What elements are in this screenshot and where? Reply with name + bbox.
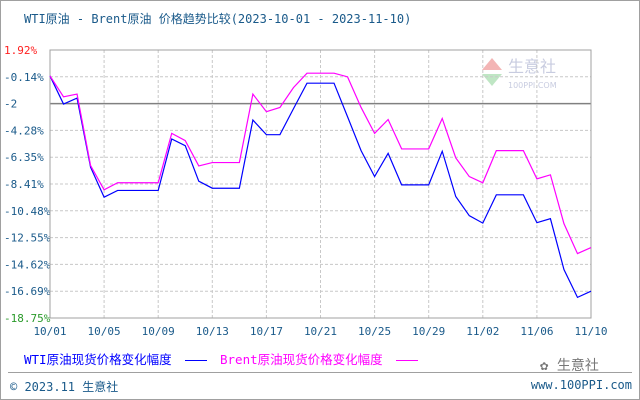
y-tick-label: -4.28% bbox=[4, 124, 44, 137]
x-tick-label: 11/02 bbox=[466, 325, 499, 338]
x-tick-label: 10/01 bbox=[33, 325, 66, 338]
legend-wti-label: WTI原油现货价格变化幅度 bbox=[24, 352, 172, 367]
plot-border bbox=[49, 49, 592, 319]
x-tick-label: 11/06 bbox=[520, 325, 553, 338]
legend-wti: WTI原油现货价格变化幅度 bbox=[24, 349, 208, 368]
watermark-logo: 生意社 100PPI.COM bbox=[482, 57, 557, 90]
logo-icon-bottom bbox=[482, 74, 502, 86]
x-tick-label: 11/10 bbox=[574, 325, 607, 338]
x-tick-label: 10/17 bbox=[250, 325, 283, 338]
logo-icon bbox=[482, 58, 502, 70]
x-tick-label: 10/05 bbox=[88, 325, 121, 338]
y-tick-label: -8.41% bbox=[4, 178, 44, 191]
y-tick-label: -2 bbox=[4, 98, 17, 111]
watermark-site: 100PPI.COM bbox=[508, 81, 557, 90]
series-line-brent bbox=[49, 72, 592, 255]
y-tick-label: -10.48% bbox=[4, 205, 51, 218]
y-tick-label: -0.14% bbox=[4, 71, 44, 84]
x-tick-label: 10/29 bbox=[412, 325, 445, 338]
footer-divider bbox=[8, 372, 632, 373]
legend-brent-swatch bbox=[396, 360, 419, 361]
x-tick-label: 10/09 bbox=[142, 325, 175, 338]
y-tick-label: -18.75% bbox=[4, 312, 51, 325]
wechat-watermark: ✿ 生意社 bbox=[540, 355, 599, 375]
y-tick-label: -16.69% bbox=[4, 285, 51, 298]
legend-wti-swatch bbox=[185, 360, 208, 361]
x-tick-label: 10/21 bbox=[304, 325, 337, 338]
y-tick-label: -6.35% bbox=[4, 151, 44, 164]
legend-brent-label: Brent原油现货价格变化幅度 bbox=[220, 352, 383, 367]
chart-title: WTI原油 - Brent原油 价格趋势比较(2023-10-01 - 2023… bbox=[24, 12, 412, 26]
x-tick-label: 10/25 bbox=[358, 325, 391, 338]
y-tick-label: -14.62% bbox=[4, 258, 51, 271]
y-tick-label: 1.92% bbox=[4, 44, 37, 57]
series-line-wti bbox=[49, 75, 592, 299]
wechat-icon: ✿ bbox=[540, 358, 549, 374]
watermark-name: 生意社 bbox=[508, 57, 556, 76]
y-tick-label: -12.55% bbox=[4, 232, 51, 245]
legend-brent: Brent原油现货价格变化幅度 bbox=[220, 349, 419, 368]
wechat-name: 生意社 bbox=[556, 358, 599, 374]
site-link[interactable]: www.100PPI.com bbox=[530, 378, 632, 392]
copyright: © 2023.11 生意社 bbox=[10, 380, 119, 394]
x-tick-label: 10/13 bbox=[196, 325, 229, 338]
